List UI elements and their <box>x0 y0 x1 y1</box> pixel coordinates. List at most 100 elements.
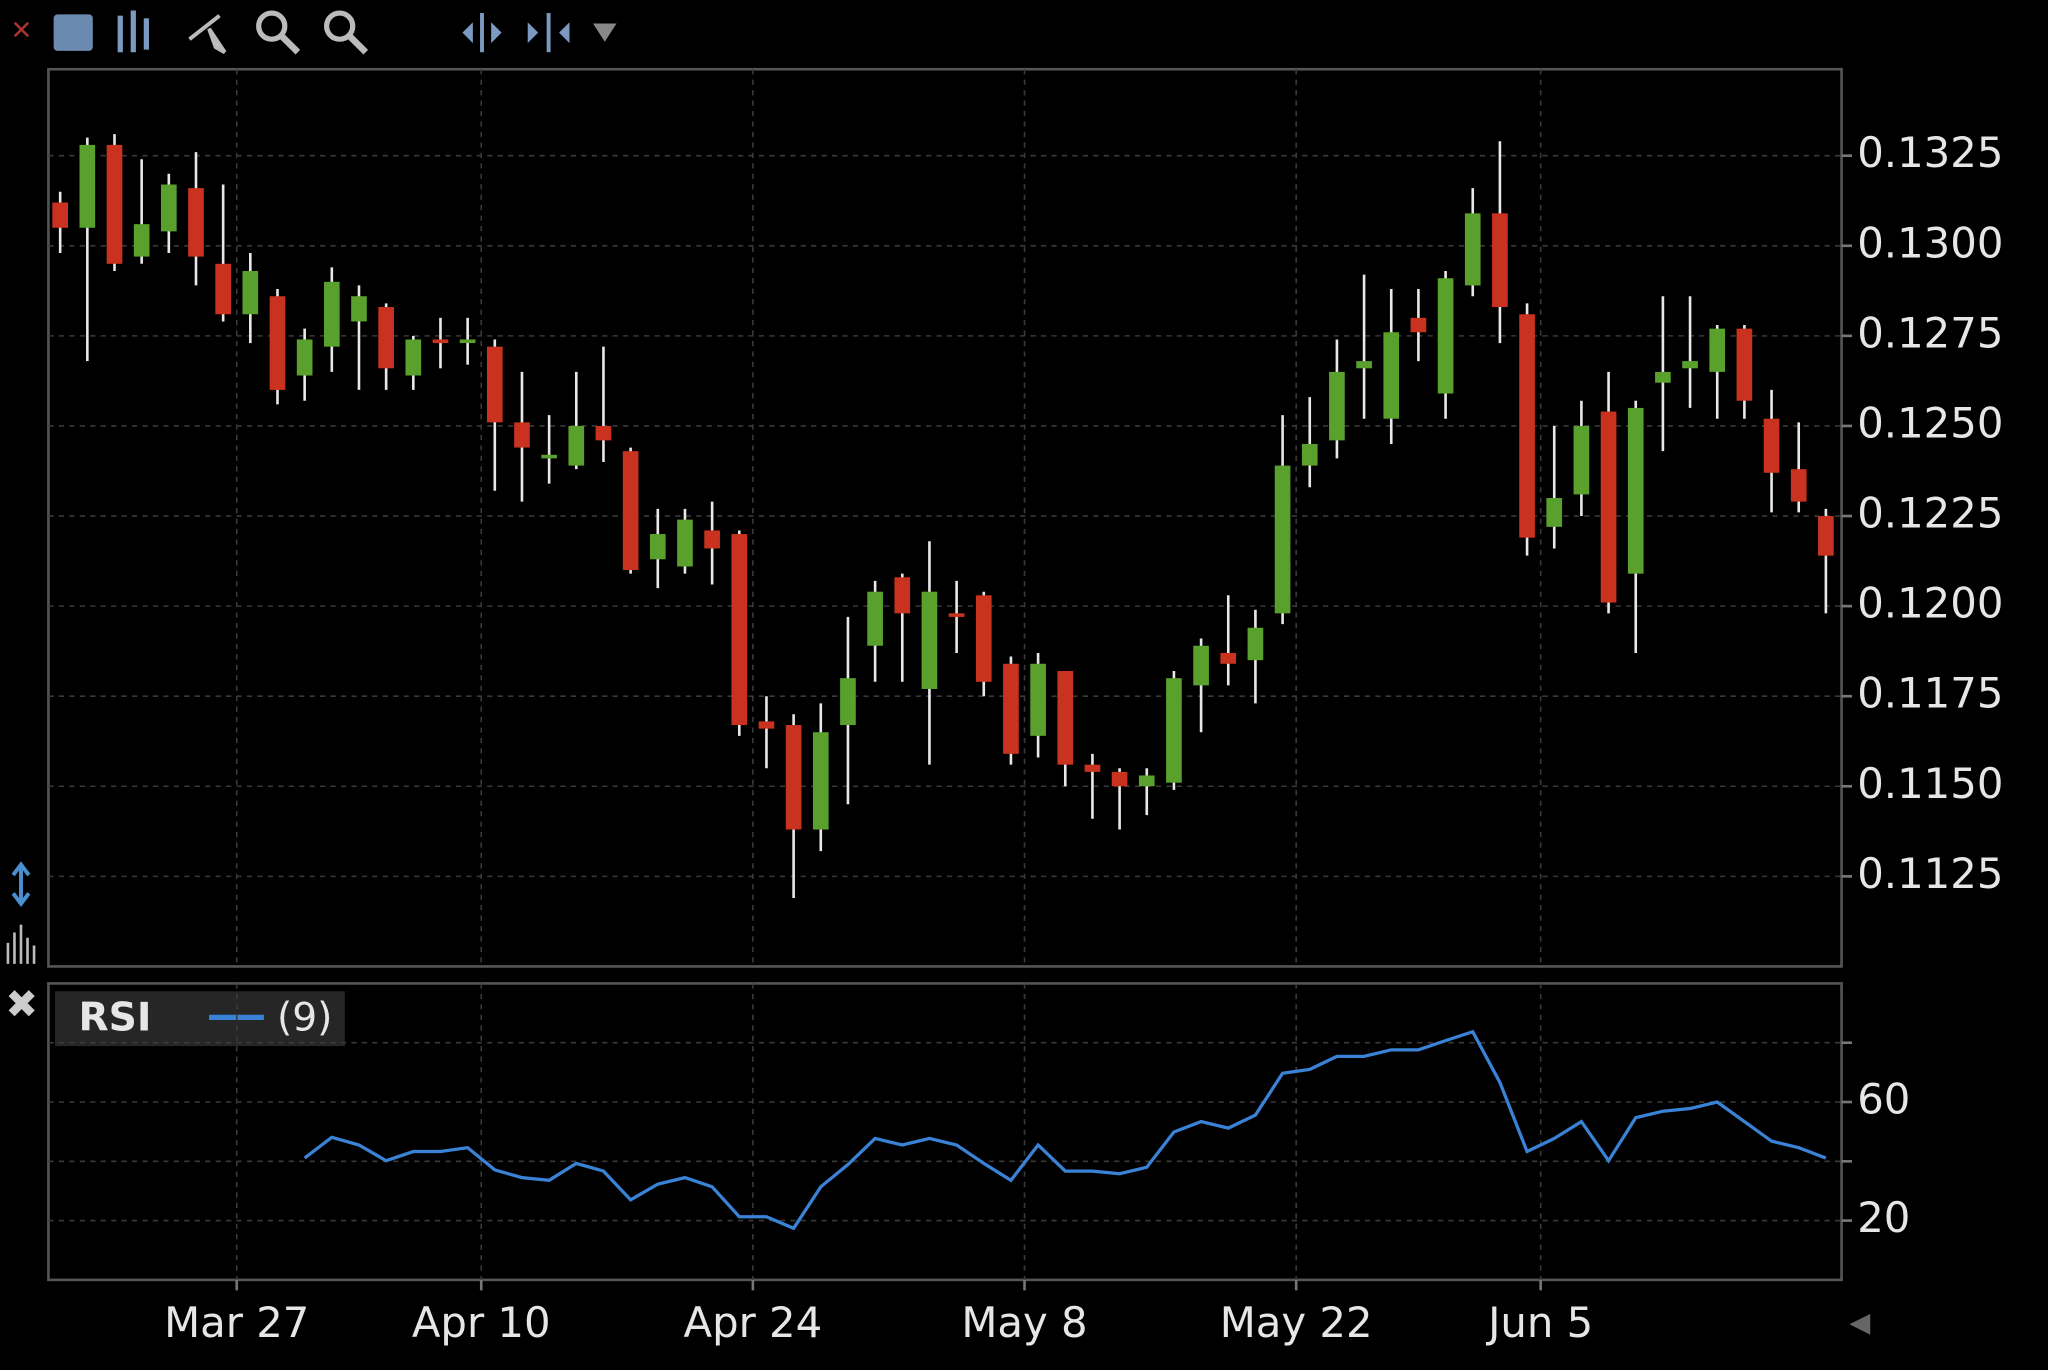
x-tick-label: May 22 <box>1220 1298 1373 1347</box>
candle-body <box>731 534 748 726</box>
x-tick-label: Apr 24 <box>684 1298 823 1347</box>
candle-body <box>1600 411 1617 603</box>
scale-icon[interactable] <box>11 861 31 908</box>
candle-body <box>106 144 123 264</box>
candle-body <box>975 595 992 682</box>
legend-box <box>54 991 345 1047</box>
zoom-in-tool[interactable] <box>256 10 288 42</box>
candle-body <box>215 263 231 315</box>
candle-body <box>1356 361 1372 369</box>
candle-body <box>948 613 965 617</box>
candle-body <box>1709 328 1726 372</box>
candle-body <box>514 422 530 448</box>
y-tick-label: 0.1125 <box>1857 849 2003 898</box>
candle-body <box>160 184 177 232</box>
candle-body <box>1301 443 1318 466</box>
legend-param: (9) <box>277 995 333 1040</box>
candle-body <box>1084 764 1101 772</box>
candle-body <box>1138 775 1155 787</box>
candle-body <box>1655 371 1671 383</box>
x-tick-label: Mar 27 <box>164 1298 309 1347</box>
price-panel <box>47 67 1843 968</box>
candle-body <box>1057 670 1074 765</box>
toolbar: ✕ <box>11 10 617 55</box>
candle-body <box>704 530 720 549</box>
candle-body <box>921 591 938 689</box>
candle-body <box>1627 407 1644 574</box>
close-icon[interactable]: ✕ <box>11 16 33 46</box>
rsi-panel <box>47 982 1843 1282</box>
pointer-tool[interactable] <box>188 14 227 54</box>
candle-body <box>1030 663 1046 736</box>
candle-body <box>1492 213 1508 308</box>
text-tool[interactable] <box>53 14 93 51</box>
candle-body <box>1220 652 1237 664</box>
candle-body <box>1247 627 1264 661</box>
scroll-arrow[interactable] <box>1849 1313 1871 1335</box>
candle-body <box>323 281 340 347</box>
candle-body <box>1166 678 1182 783</box>
candle-body <box>133 224 150 257</box>
x-tick-label: May 8 <box>961 1298 1087 1347</box>
rsi-legend: RSI (9) <box>54 991 345 1047</box>
candle-body <box>541 454 557 459</box>
candle-body <box>1763 418 1780 473</box>
candle-body <box>459 339 476 344</box>
candle-body <box>296 339 313 376</box>
candle-body <box>758 721 775 729</box>
candle-body <box>595 425 612 441</box>
dropdown[interactable] <box>593 23 617 42</box>
x-tick-label: Jun 5 <box>1485 1298 1593 1347</box>
y-tick-label: 60 <box>1857 1075 1910 1124</box>
fit-tool[interactable] <box>527 22 570 44</box>
candle-body <box>1410 317 1427 333</box>
candle-body <box>622 451 639 571</box>
candle-body <box>785 725 802 830</box>
y-tick-label: 0.1200 <box>1857 579 2003 628</box>
candle-body <box>1546 498 1563 527</box>
zoom-out-handle <box>346 32 369 55</box>
candle-body <box>812 732 829 830</box>
candle-body <box>1464 213 1481 286</box>
candle-body <box>269 296 286 390</box>
candle-body <box>1329 371 1345 441</box>
rsi-line <box>303 1029 1827 1231</box>
candle-body <box>432 339 449 344</box>
volume-icon[interactable] <box>6 924 36 964</box>
candle-body <box>1818 516 1834 556</box>
zoom-out-tool[interactable] <box>323 10 356 42</box>
candle-body <box>486 346 503 423</box>
close-rsi[interactable]: ✖ <box>5 982 38 1027</box>
bars-tool[interactable] <box>117 15 123 53</box>
y-tick-label: 0.1225 <box>1857 489 2003 538</box>
y-tick-label: 0.1175 <box>1857 669 2003 718</box>
candle-body <box>1682 361 1698 369</box>
x-tick-label: Apr 10 <box>412 1298 551 1347</box>
candle-body <box>52 202 69 228</box>
candle-body <box>1274 465 1291 614</box>
scroll-tool[interactable] <box>462 22 502 44</box>
candle-body <box>894 577 911 614</box>
candle-body <box>79 144 96 228</box>
candle-body <box>677 519 693 567</box>
candle-body <box>405 339 422 376</box>
candle-body <box>1111 771 1128 787</box>
y-tick-label: 0.1275 <box>1857 308 2003 357</box>
candle-body <box>1003 663 1019 754</box>
candle-body <box>242 271 259 315</box>
y-tick-label: 0.1300 <box>1857 218 2003 267</box>
candle-body <box>378 307 394 369</box>
candle-body <box>1437 278 1454 394</box>
bars-tool-c <box>143 18 149 50</box>
candle-body <box>867 591 883 646</box>
y-tick-label: 0.1325 <box>1857 128 2003 177</box>
candle-body <box>840 678 856 726</box>
candle-body <box>1790 469 1807 502</box>
candle-body <box>568 425 585 466</box>
candle-body <box>1519 314 1535 538</box>
candle-body <box>188 188 204 257</box>
candle-body <box>1193 645 1209 686</box>
candle-body <box>649 534 666 560</box>
candle-body <box>1736 328 1753 401</box>
